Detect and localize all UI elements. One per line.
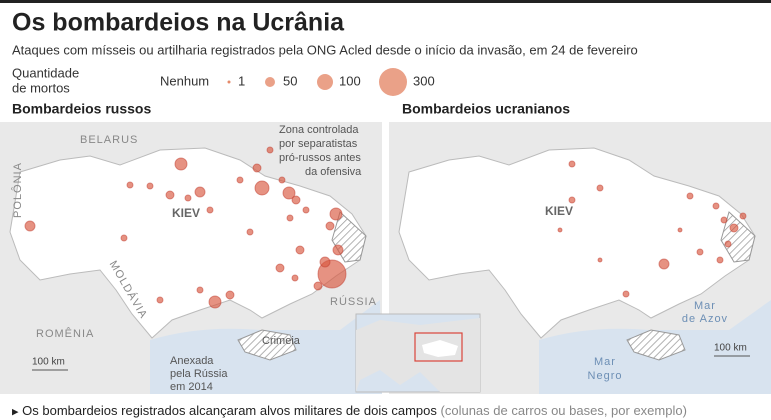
legend-item: 100 — [339, 73, 361, 88]
strike-dot — [206, 206, 214, 214]
footer-note: (colunas de carros ou bases, por exemplo… — [441, 403, 687, 418]
strike-dot — [156, 296, 164, 304]
strike-dot — [568, 196, 576, 204]
strike-dot — [596, 184, 604, 192]
legend-item: 300 — [413, 73, 435, 88]
strike-dot — [196, 286, 204, 294]
legend: Quantidade de mortos Nenhum 1 50 100 300 — [12, 65, 435, 96]
region-label: Crimeia — [262, 335, 301, 347]
inset-map — [355, 313, 481, 393]
note: Anexada — [170, 355, 214, 367]
country-label: ROMÊNIA — [36, 327, 94, 340]
strike-dot — [208, 295, 222, 309]
strike-dot — [739, 212, 747, 220]
strike-dot — [126, 181, 134, 189]
country-label: POLÔNIA — [11, 162, 24, 218]
strike-dot — [236, 176, 244, 184]
strike-dot — [120, 234, 128, 242]
strike-dot — [275, 263, 285, 273]
legend-dot — [265, 77, 275, 87]
sea-label: Mar — [594, 356, 616, 368]
map-title: Bombardeios ucranianos — [402, 101, 570, 117]
legend-label: Quantidade — [12, 65, 79, 80]
note: pela Rússia — [170, 368, 228, 380]
strike-dot — [246, 228, 254, 236]
strike-dot — [146, 182, 154, 190]
legend-item: 1 — [238, 73, 245, 88]
legend-dot — [317, 74, 333, 90]
legend-dot — [227, 80, 231, 84]
strike-dot — [329, 207, 343, 221]
crimea — [237, 329, 297, 361]
strike-dot — [658, 258, 670, 270]
strike-dot — [252, 163, 262, 173]
strike-dot — [302, 206, 310, 214]
legend-dot — [379, 68, 407, 96]
strike-dot — [254, 180, 270, 196]
strike-dot — [557, 227, 563, 233]
note: por separatistas — [279, 138, 358, 150]
strike-dot — [194, 186, 206, 198]
strike-dot — [325, 221, 335, 231]
country-label: BELARUS — [80, 134, 138, 146]
legend-label: de mortos — [12, 80, 70, 95]
map-title: Bombardeios russos — [12, 101, 151, 117]
strike-dot — [729, 223, 739, 233]
strike-dot — [266, 146, 274, 154]
strike-dot — [184, 194, 192, 202]
strike-dot — [712, 202, 720, 210]
title: Os bombardeios na Ucrânia — [12, 9, 345, 37]
strike-dot — [696, 248, 704, 256]
strike-dot — [225, 290, 235, 300]
strike-dot — [313, 281, 323, 291]
city-label: KIEV — [545, 204, 573, 218]
footer: ▸ Os bombardeios registrados alcançaram … — [12, 403, 687, 418]
strike-dot — [295, 245, 305, 255]
note: Zona controlada — [279, 124, 359, 136]
strike-dot — [174, 157, 188, 171]
strike-dot — [568, 160, 576, 168]
strike-dot — [332, 244, 344, 256]
sea-label: Negro — [588, 370, 623, 382]
strike-dot — [165, 190, 175, 200]
sea-label: Mar — [694, 300, 716, 312]
scale-label: 100 km — [714, 343, 747, 354]
strike-dot — [686, 192, 694, 200]
strike-dot — [720, 216, 728, 224]
country-label: RÚSSIA — [330, 295, 377, 308]
map — [0, 122, 382, 394]
strike-dot — [24, 220, 36, 232]
note: pró-russos antes — [279, 152, 361, 164]
city-label: KIEV — [172, 206, 200, 220]
strike-dot — [286, 214, 294, 222]
strike-dot — [278, 176, 286, 184]
note: em 2014 — [170, 381, 213, 393]
strike-dot — [677, 227, 683, 233]
scale-label: 100 km — [32, 357, 65, 368]
top-rule — [0, 0, 771, 3]
subtitle: Ataques com mísseis ou artilharia regist… — [12, 42, 638, 57]
strike-dot — [716, 256, 724, 264]
legend-item: Nenhum — [160, 73, 209, 88]
strike-dot — [597, 257, 603, 263]
strike-dot — [622, 290, 630, 298]
strike-dot — [282, 186, 296, 200]
crimea — [626, 329, 686, 361]
strike-dot — [291, 195, 301, 205]
strike-dot — [724, 240, 732, 248]
note: da ofensiva — [305, 166, 362, 178]
strike-dot — [291, 274, 299, 282]
strike-dot — [319, 256, 331, 268]
country-outline — [398, 147, 756, 339]
legend-item: 50 — [283, 73, 297, 88]
country-outline — [9, 147, 367, 339]
footer-text: Os bombardeios registrados alcançaram al… — [22, 403, 437, 418]
separatist-zone — [720, 211, 756, 263]
sea-label: de Azov — [682, 313, 728, 325]
